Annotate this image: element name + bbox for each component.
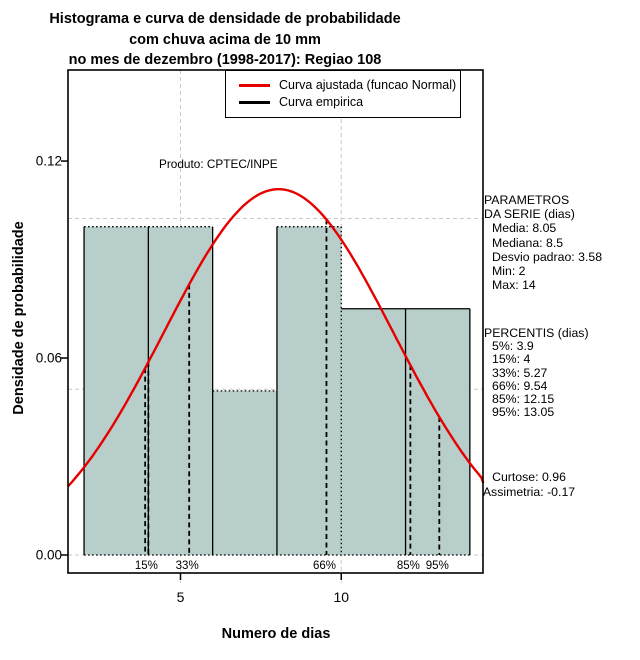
histogram-bar	[405, 308, 470, 555]
assimetria-value: Assimetria: -0.17	[482, 484, 576, 499]
y-tick-label: 0.00	[36, 548, 62, 563]
param-max: Max: 14	[492, 278, 536, 293]
histogram-bar	[341, 308, 406, 555]
percentile-label: 66%	[313, 560, 336, 572]
legend-empirical-label: Curva empirica	[279, 95, 364, 109]
param-media: Media: 8.05	[492, 221, 557, 236]
chart-title: Histograma e curva de densidade de proba…	[0, 9, 450, 71]
params-title: PARAMETROS	[484, 193, 570, 207]
fitted-curve-swatch-icon	[239, 84, 270, 87]
percentis-title: PERCENTIS (dias)	[484, 326, 589, 340]
percentile-label: 85%	[397, 560, 420, 572]
percentil-95: 95%: 13.05	[492, 405, 555, 420]
legend-entry-empirical: Curva empirica	[226, 94, 460, 110]
percentile-label: 95%	[426, 560, 449, 572]
x-tick-label: 5	[177, 589, 185, 605]
series-parameters-panel: PARAMETROS DA SERIE (dias) Media: 8.05 M…	[484, 193, 602, 292]
product-watermark: Produto: CPTEC/INPE	[159, 157, 278, 171]
empirical-curve-swatch-icon	[239, 101, 270, 104]
chart-title-line2: com chuva acima de 10 mm	[129, 31, 321, 48]
histogram-bar	[276, 226, 342, 555]
x-tick-label: 10	[333, 589, 349, 605]
percentil-5: 5%: 3.9	[492, 339, 534, 354]
legend-entry-fitted: Curva ajustada (funcao Normal)	[226, 77, 460, 93]
histogram-bar	[84, 226, 149, 555]
percentile-label: 33%	[176, 560, 199, 572]
percentile-label: 15%	[135, 560, 158, 572]
legend-fitted-label: Curva ajustada (funcao Normal)	[279, 78, 457, 92]
param-min: Min: 2	[492, 264, 526, 279]
chart-title-line3: no mes de dezembro (1998-2017): Regiao 1…	[68, 52, 382, 68]
x-axis-title: Numero de dias	[221, 626, 331, 642]
legend: Curva ajustada (funcao Normal) Curva emp…	[225, 70, 461, 118]
param-desvio: Desvio padrao: 3.58	[492, 249, 603, 264]
percentil-15: 15%: 4	[492, 352, 531, 367]
moments-panel: Curtose: 0.96 Assimetria: -0.17	[462, 470, 596, 500]
params-title2: DA SERIE (dias)	[484, 207, 575, 222]
percentil-85: 85%: 12.15	[492, 392, 555, 407]
param-mediana: Mediana: 8.5	[492, 235, 564, 250]
chart-title-line1: Histograma e curva de densidade de proba…	[49, 11, 401, 27]
y-tick-label: 0.12	[36, 154, 62, 169]
histogram-bar	[212, 390, 277, 555]
fitted-normal-curve	[67, 188, 485, 487]
histogram-bar	[148, 226, 213, 555]
percentiles-panel: PERCENTIS (dias) 5%: 3.9 15%: 4 33%: 5.2…	[484, 326, 589, 420]
y-tick-label: 0.06	[36, 351, 62, 366]
percentil-66: 66%: 9.54	[492, 378, 548, 393]
curtose-value: Curtose: 0.96	[492, 470, 566, 484]
y-axis-title: Densidade de probabilidade	[11, 221, 27, 415]
percentil-33: 33%: 5.27	[492, 365, 548, 380]
